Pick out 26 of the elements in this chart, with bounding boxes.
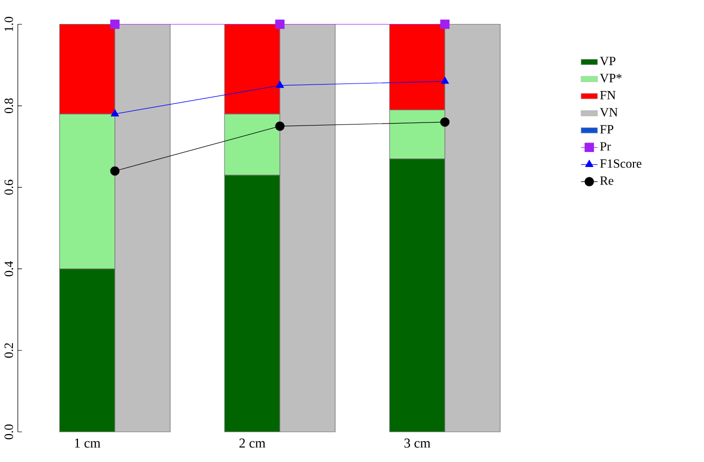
legend-label: Re: [600, 176, 614, 185]
x-tick-label: 1 cm: [75, 438, 100, 448]
legend-label: FN: [600, 91, 616, 100]
x-tick-label: 3 cm: [404, 438, 430, 448]
y-tick-label: 0.0: [4, 424, 14, 440]
legend-label: FP: [600, 125, 614, 134]
legend-label: VP: [600, 56, 616, 66]
point: [276, 80, 284, 88]
legend-label: VP*: [600, 74, 622, 82]
point: [275, 122, 285, 131]
y-tick-label: 0.6: [4, 180, 14, 195]
legend-label: F1Score: [600, 159, 642, 168]
point: [110, 166, 120, 176]
y-tick-label: 0.2: [4, 343, 14, 358]
point: [275, 20, 285, 29]
x-tick-label: 2 cm: [239, 438, 266, 448]
point: [440, 20, 450, 29]
legend-label: VN: [600, 108, 618, 117]
point: [440, 76, 449, 84]
legend-label: Pr: [600, 142, 611, 151]
y-tick-label: 0.8: [4, 98, 14, 114]
y-tick-label: 1.0: [4, 16, 14, 32]
point: [440, 117, 450, 127]
point: [110, 20, 120, 29]
point: [110, 109, 119, 116]
y-tick-label: 0.4: [4, 261, 14, 276]
